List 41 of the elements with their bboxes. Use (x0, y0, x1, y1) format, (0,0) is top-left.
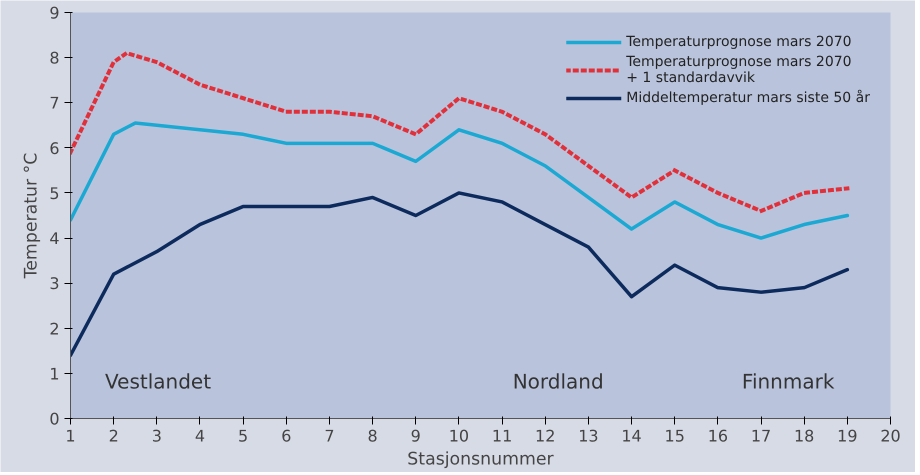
line-series (70, 121, 850, 240)
legend-label: Temperaturprognose mars 2070 + 1 standardavvik (626, 54, 852, 86)
x-tick-label: 8 (368, 426, 378, 446)
x-tick-label: 10 (448, 426, 470, 446)
x-tick-label: 16 (708, 426, 728, 446)
x-tick-label: 19 (837, 426, 858, 446)
x-tick-label: 7 (324, 426, 335, 446)
x-tick-label: 15 (664, 426, 685, 446)
x-axis-title: Stasjonsnummer (407, 450, 555, 470)
y-tick-label: 7 (49, 94, 60, 113)
legend-label: Temperaturprognose mars 2070 (626, 34, 852, 50)
y-tick-label: 4 (49, 229, 60, 248)
annotation: Vestlandet (105, 370, 212, 394)
line-series (70, 191, 850, 358)
x-tick-label: 4 (194, 426, 206, 446)
x-tick-label: 9 (410, 426, 421, 446)
y-axis-title: Temperatur °C (21, 152, 42, 280)
x-tick-label: 1 (65, 426, 76, 446)
x-tick-label: 6 (281, 426, 292, 446)
y-tick-label: 9 (49, 4, 60, 22)
x-tick-label: 11 (492, 426, 512, 446)
y-tick-label: 6 (49, 138, 60, 158)
legend-label: Middeltemperatur mars siste 50 år (626, 90, 870, 106)
x-tick-label: 14 (621, 426, 642, 446)
x-tick-label: 5 (238, 426, 248, 446)
y-tick-label: 8 (49, 48, 60, 68)
line-series (70, 51, 850, 213)
x-tick-label: 20 (880, 426, 901, 446)
x-tick-label: 17 (750, 426, 772, 446)
y-tick-label: 2 (49, 319, 60, 338)
y-tick-label: 0 (49, 410, 60, 428)
y-tick-label: 5 (49, 184, 60, 203)
x-tick-label: 13 (578, 426, 599, 446)
x-tick-label: 12 (535, 426, 556, 446)
annotation: Finnmark (742, 370, 835, 394)
x-tick-label: 2 (108, 426, 119, 446)
y-tick-label: 3 (49, 274, 60, 294)
annotation: Nordland (512, 370, 604, 394)
x-tick-label: 18 (794, 426, 814, 446)
y-tick-label: 1 (49, 364, 60, 384)
x-tick-label: 3 (152, 426, 162, 446)
